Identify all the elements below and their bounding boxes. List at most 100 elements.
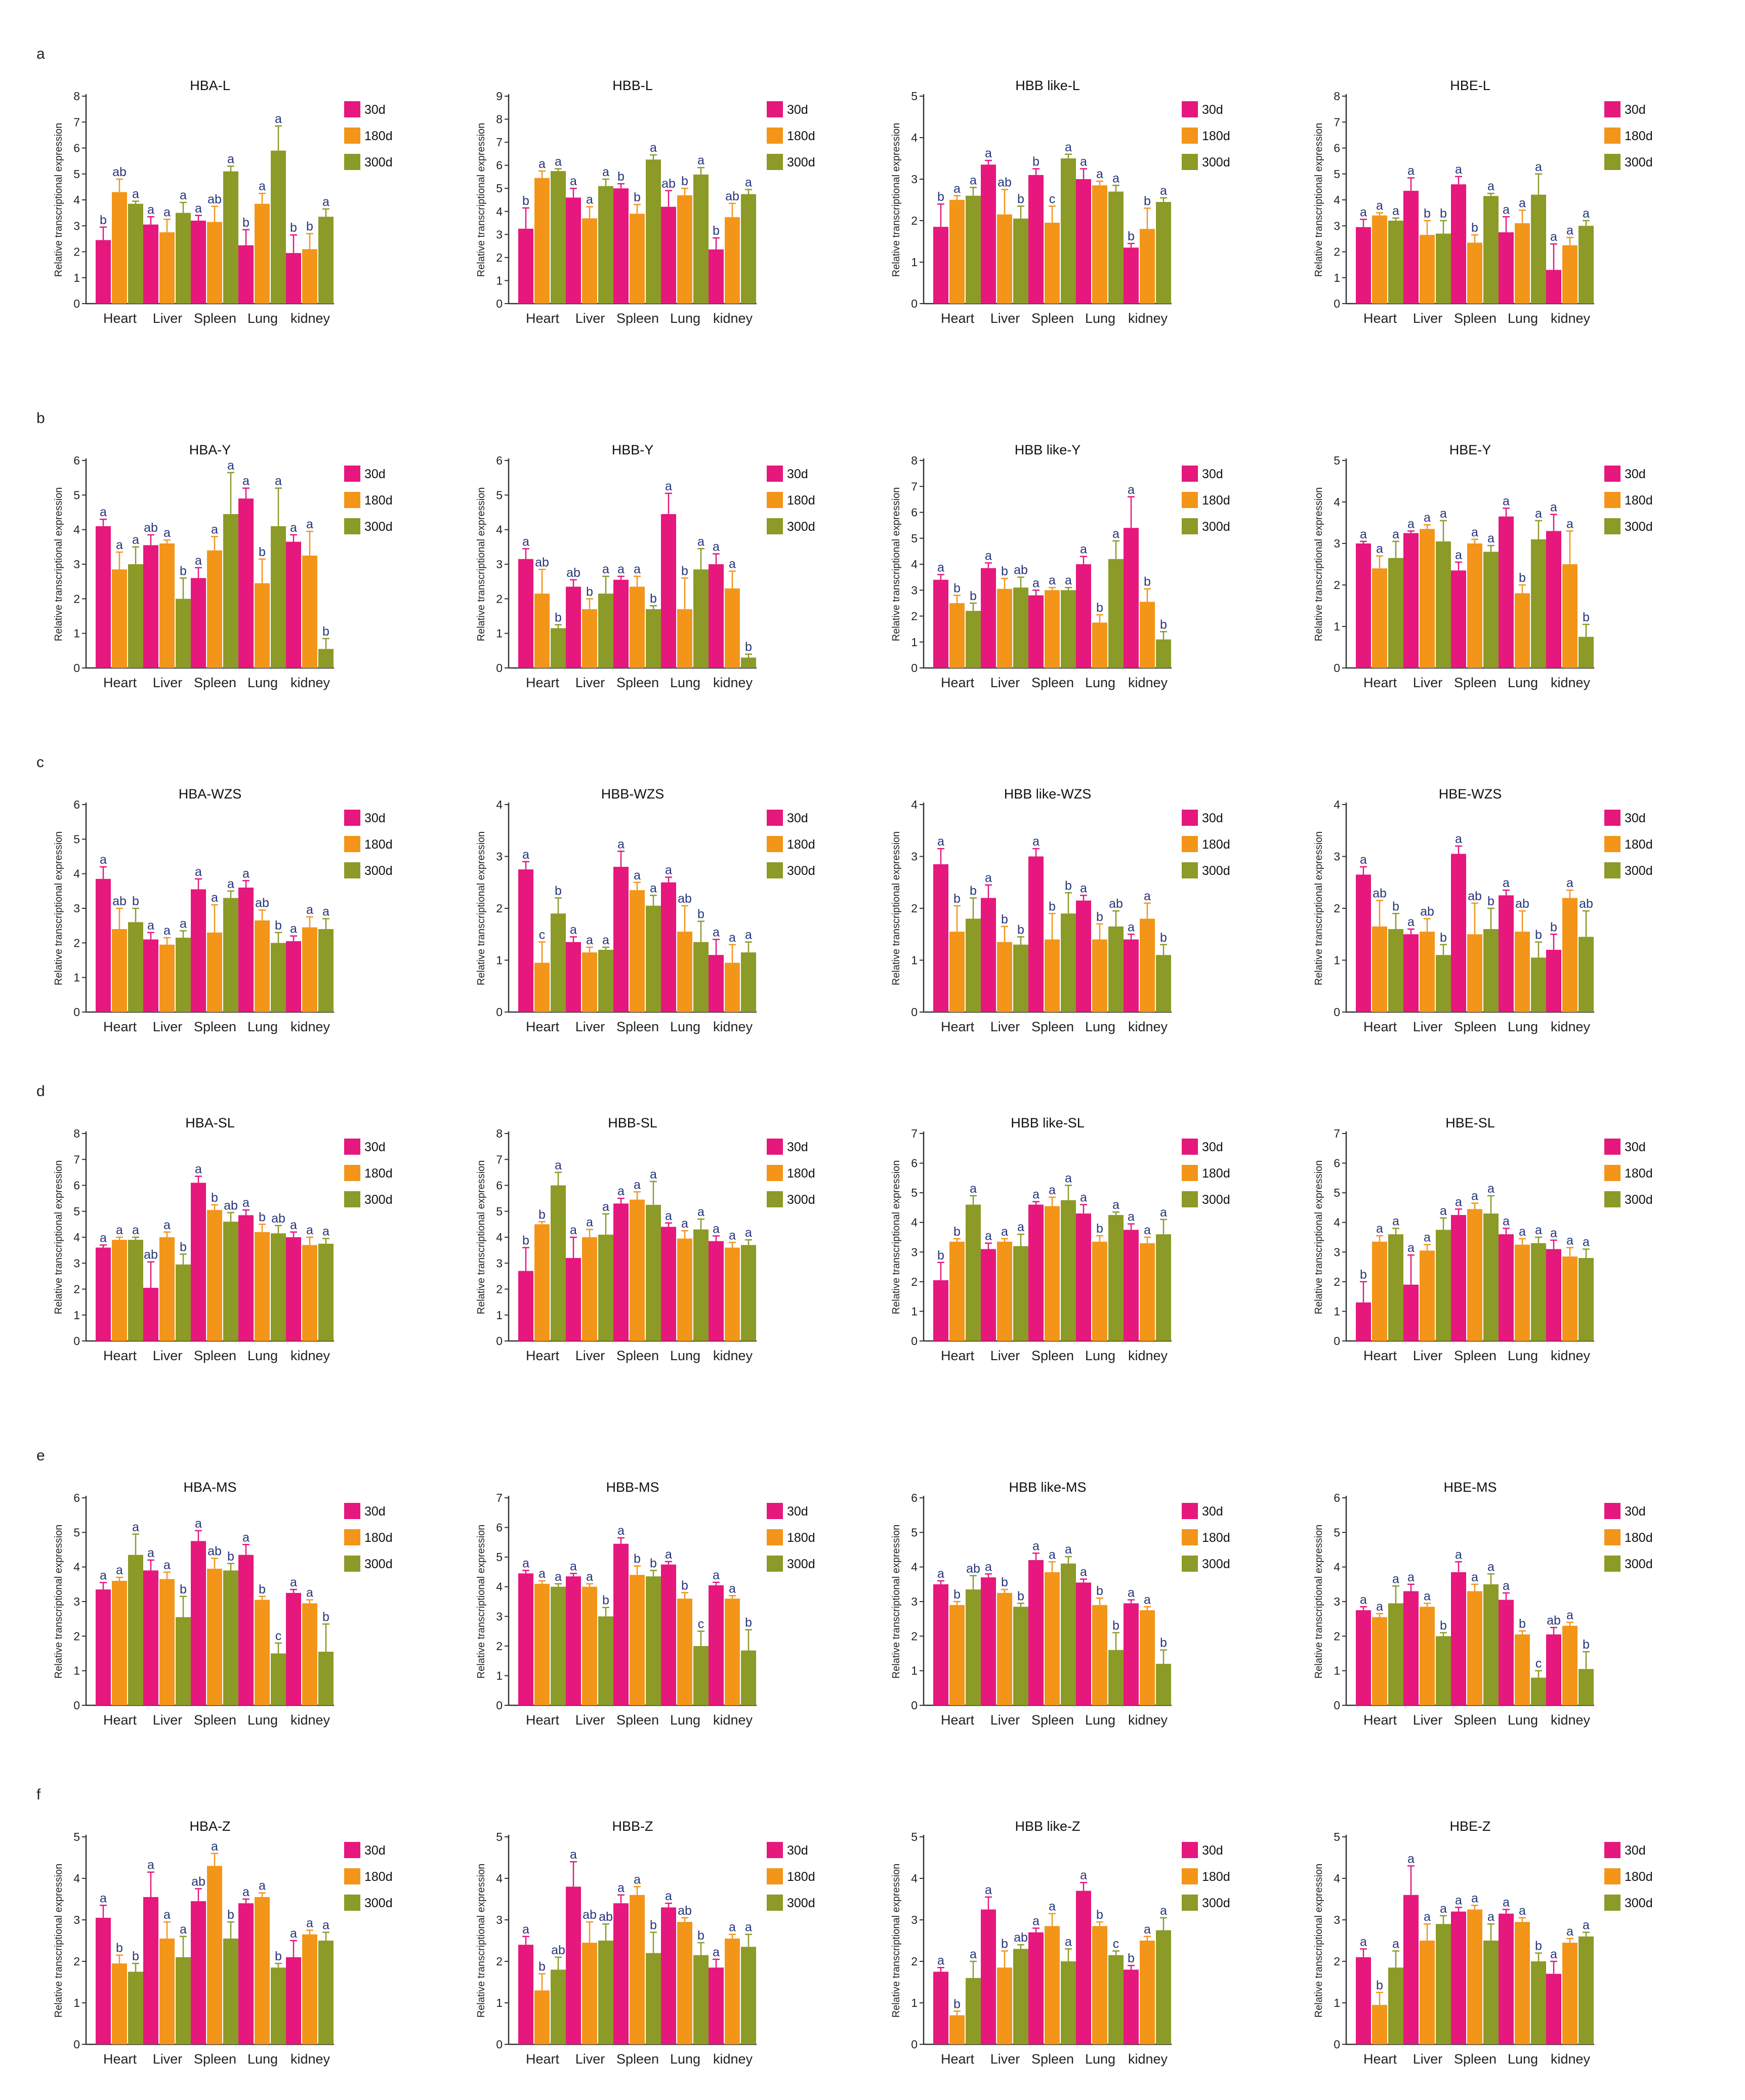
significance-label: a [290, 1926, 297, 1941]
bar-180d [1467, 934, 1482, 1012]
legend-swatch [767, 154, 783, 170]
y-tick-label: 3 [496, 1256, 503, 1270]
bar-300d [966, 611, 981, 668]
bar-180d [1562, 898, 1577, 1012]
legend-swatch [767, 518, 783, 534]
y-tick-label: 0 [73, 2038, 80, 2051]
significance-label: a [665, 1889, 672, 1903]
bar-chart: HBB-L Relative transcriptional expression… [476, 78, 815, 326]
x-tick-label: Spleen [194, 1019, 236, 1034]
bar-180d [1515, 932, 1530, 1012]
significance-label: a [1440, 507, 1447, 521]
legend-label: 300d [787, 155, 815, 170]
y-tick-label: 3 [1334, 1913, 1340, 1926]
legend-swatch [1182, 128, 1198, 144]
legend-label: 300d [1202, 1557, 1230, 1571]
significance-label: b [1096, 1584, 1103, 1598]
x-tick-label: Lung [670, 2051, 700, 2067]
y-tick-label: 2 [73, 936, 80, 949]
bar-30d [981, 568, 996, 668]
significance-label: a [1503, 202, 1510, 217]
significance-label: a [259, 179, 266, 193]
legend-label: 30d [364, 103, 386, 117]
significance-label: a [322, 905, 329, 919]
significance-label: a [522, 1557, 529, 1571]
legend-swatch [767, 862, 783, 878]
legend-label: 180d [1625, 129, 1653, 143]
significance-label: a [1112, 527, 1119, 541]
y-tick-label: 3 [1334, 850, 1340, 863]
significance-label: c [1049, 192, 1056, 206]
legend-label: 30d [1202, 811, 1223, 825]
legend-swatch [344, 1191, 360, 1207]
y-tick-label: 0 [1334, 1699, 1340, 1712]
y-tick-label: 4 [73, 1872, 80, 1885]
significance-label: a [1080, 1868, 1087, 1882]
significance-label: c [698, 1617, 704, 1631]
y-tick-label: 6 [73, 1179, 80, 1192]
legend-swatch [1604, 154, 1621, 170]
bar-180d [534, 594, 550, 668]
bar-300d [1388, 221, 1403, 304]
bar-30d [143, 224, 158, 304]
bar-30d [191, 221, 206, 304]
significance-label: a [1503, 1214, 1510, 1228]
legend-swatch [344, 836, 360, 852]
legend-swatch [1604, 810, 1621, 826]
legend-swatch [1182, 101, 1198, 117]
y-tick-label: 1 [911, 954, 918, 967]
significance-label: a [1360, 527, 1367, 541]
significance-label: ab [966, 1562, 980, 1576]
bar-180d [207, 1210, 222, 1341]
bar-30d [933, 1280, 948, 1341]
x-tick-label: Spleen [194, 675, 236, 690]
y-tick-label: 0 [496, 1334, 503, 1348]
y-tick-label: 0 [1334, 661, 1340, 675]
bar-180d [582, 1943, 597, 2044]
y-tick-label: 4 [911, 1561, 918, 1574]
y-tick-label: 3 [1334, 219, 1340, 232]
y-tick-label: 1 [1334, 620, 1340, 633]
significance-label: b [259, 545, 266, 559]
significance-label: a [1112, 171, 1119, 185]
y-tick-label: 2 [496, 1955, 503, 1968]
bar-180d [1092, 622, 1107, 668]
legend-swatch [1182, 1842, 1198, 1858]
bar-180d [1140, 602, 1155, 668]
legend-label: 30d [364, 1504, 386, 1519]
legend-label: 180d [787, 1870, 815, 1884]
legend-swatch [1604, 128, 1621, 144]
significance-label: b [1128, 1951, 1135, 1965]
legend-swatch [1182, 1556, 1198, 1572]
bar-30d [709, 1585, 724, 1705]
bar-180d [159, 543, 175, 668]
y-tick-label: 3 [73, 1595, 80, 1608]
bar-30d [933, 1584, 948, 1705]
x-tick-label: Liver [990, 675, 1020, 690]
significance-label: a [1032, 1539, 1040, 1553]
bar-30d [709, 564, 724, 668]
significance-label: a [195, 201, 202, 216]
legend-label: 180d [1202, 837, 1230, 852]
x-tick-label: kidney [1551, 1019, 1591, 1034]
bar-30d [191, 1183, 206, 1341]
y-tick-label: 4 [911, 798, 918, 811]
significance-label: b [1096, 1222, 1103, 1236]
bar-300d [966, 1589, 981, 1705]
significance-label: a [602, 933, 609, 947]
significance-label: ab [1547, 1613, 1561, 1627]
significance-label: b [1471, 221, 1478, 235]
y-axis-label: Relative transcriptional expression [476, 831, 487, 986]
y-tick-label: 1 [911, 636, 918, 649]
bar-chart: HBB like-WZS Relative transcriptional exp… [891, 786, 1230, 1034]
significance-label: b [1440, 206, 1447, 221]
panel-row-label: a [36, 46, 45, 62]
x-tick-label: Heart [1363, 311, 1397, 326]
bar-180d [725, 217, 740, 304]
legend-label: 300d [1625, 520, 1653, 534]
significance-label: ab [255, 896, 269, 910]
significance-label: a [306, 1586, 313, 1600]
y-tick-label: 2 [911, 1955, 918, 1968]
x-tick-label: Heart [1363, 1019, 1397, 1034]
bar-180d [1420, 932, 1435, 1012]
